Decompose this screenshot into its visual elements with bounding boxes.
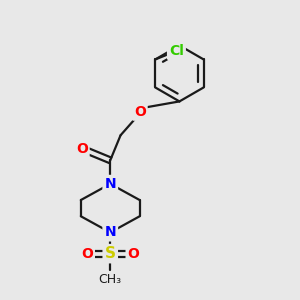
Text: O: O <box>76 142 88 155</box>
Text: O: O <box>134 105 146 119</box>
Text: Cl: Cl <box>169 44 184 58</box>
Text: O: O <box>81 247 93 261</box>
Text: S: S <box>105 246 116 261</box>
Text: CH₃: CH₃ <box>99 273 122 286</box>
Text: N: N <box>104 177 116 191</box>
Text: O: O <box>128 247 140 261</box>
Text: N: N <box>104 225 116 239</box>
